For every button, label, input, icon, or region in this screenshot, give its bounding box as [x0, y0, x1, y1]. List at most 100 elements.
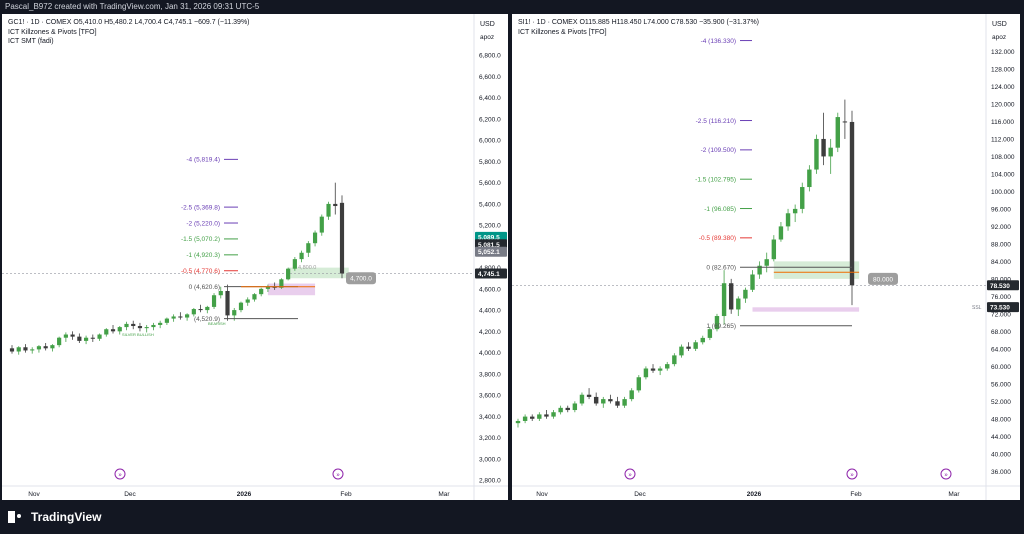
candle-body: [686, 346, 691, 349]
fib-level-label: -0.5 (4,770.6): [181, 268, 220, 275]
candle-body: [650, 368, 656, 371]
candle-body: [593, 396, 599, 404]
fib-level-label: -1.5 (102.795): [695, 176, 736, 183]
candle-body: [608, 399, 613, 402]
candle-body: [225, 290, 230, 316]
candle-body: [544, 414, 549, 417]
candle-body: [339, 202, 345, 274]
event-marker-glyph: »: [944, 473, 948, 479]
scale-mode-label: apoz: [992, 34, 1006, 41]
y-tick-label: 5,200.0: [479, 223, 501, 230]
candle-body: [306, 243, 311, 253]
level-tag: [868, 272, 898, 285]
event-marker-glyph: »: [628, 473, 632, 479]
candle-body: [601, 399, 606, 404]
candle-body: [144, 327, 149, 329]
y-tick-label: 52.000: [991, 399, 1011, 406]
candle-body: [757, 265, 762, 275]
y-tick-label: 68.000: [991, 329, 1011, 336]
y-tick-label: 3,000.0: [479, 456, 501, 463]
candle-body: [665, 364, 670, 369]
y-tick-label: 104.000: [991, 171, 1015, 178]
fib-level-label: -2 (5,220.0): [186, 220, 220, 227]
event-marker-icon: [846, 468, 858, 480]
y-tick-label: 92.000: [991, 224, 1011, 231]
candle-body: [785, 213, 791, 227]
candle-body: [36, 346, 42, 350]
y-tick-label: 5,600.0: [479, 180, 501, 187]
indicator-label: ICT Killzones & Pivots [TFO]: [8, 29, 97, 36]
candle-body: [124, 323, 129, 328]
tradingview-logo-icon: [8, 511, 26, 523]
y-tick-label: 80.000: [991, 276, 1011, 283]
x-tick-label: Feb: [850, 491, 862, 498]
y-tick-label: 44.000: [991, 434, 1011, 441]
event-marker-glyph: »: [850, 473, 854, 479]
candle-body: [579, 394, 585, 404]
candle-body: [707, 329, 713, 338]
y-tick-label: 3,200.0: [479, 435, 501, 442]
chart-annotation: SILVER BULLISH: [122, 332, 154, 337]
candle-body: [721, 283, 727, 317]
x-tick-label: Feb: [340, 491, 352, 498]
candle-body: [828, 147, 833, 157]
gold-chart-svg[interactable]: GC1! · 1D · COMEX O5,410.0 H5,480.2 L4,7…: [2, 14, 508, 500]
currency-label: USD: [480, 21, 495, 28]
y-tick-label: 6,800.0: [479, 53, 501, 60]
candle-body: [672, 355, 677, 365]
candle-body: [292, 259, 297, 269]
candle-body: [272, 286, 277, 288]
chart-annotation: BEARISH: [208, 321, 226, 326]
candle-body: [9, 348, 15, 352]
level-tag: [346, 272, 376, 285]
y-tick-label: 3,600.0: [479, 393, 501, 400]
y-tick-label: 40.000: [991, 451, 1011, 458]
candle-body: [700, 337, 705, 343]
candle-body: [615, 401, 620, 406]
candle-body: [16, 347, 21, 352]
y-tick-label: 88.000: [991, 241, 1011, 248]
y-tick-label: 4,400.0: [479, 308, 501, 315]
y-tick-label: 4,200.0: [479, 329, 501, 336]
y-tick-label: 132.000: [991, 49, 1015, 56]
level-tag-label: 4,700.0: [350, 276, 372, 283]
scale-mode-label: apoz: [480, 34, 494, 41]
y-tick-label: 6,400.0: [479, 95, 501, 102]
y-tick-label: 120.000: [991, 101, 1015, 108]
x-tick-label: 2026: [747, 491, 762, 498]
candle-body: [171, 316, 176, 319]
y-tick-label: 36.000: [991, 469, 1011, 476]
candle-body: [198, 309, 203, 311]
candle-body: [728, 283, 734, 310]
candle-body: [178, 316, 183, 318]
candle-body: [629, 390, 634, 400]
watermark-header: Pascal_B972 created with TradingView.com…: [0, 0, 1024, 14]
fvg-zone: [288, 267, 349, 279]
candle-body: [558, 407, 563, 413]
candle-body: [551, 412, 556, 417]
chart-panel-silver[interactable]: SI1! · 1D · COMEX O115.885 H118.450 L74.…: [512, 14, 1020, 500]
y-tick-label: 4,600.0: [479, 286, 501, 293]
y-tick-label: 6,200.0: [479, 116, 501, 123]
candle-body: [565, 407, 570, 411]
candle-body: [259, 288, 264, 295]
price-tag-label: 5,052.1: [478, 249, 500, 256]
fib-level-label: (4,520.9): [194, 316, 220, 323]
y-tick-label: 124.000: [991, 84, 1015, 91]
y-tick-label: 96.000: [991, 206, 1011, 213]
silver-chart-svg[interactable]: SI1! · 1D · COMEX O115.885 H118.450 L74.…: [512, 14, 1020, 500]
symbol-ohlc-line: GC1! · 1D · COMEX O5,410.0 H5,480.2 L4,7…: [8, 19, 250, 26]
fib-level-label: -1 (96.085): [704, 206, 736, 213]
chart-panel-gold[interactable]: GC1! · 1D · COMEX O5,410.0 H5,480.2 L4,7…: [2, 14, 508, 500]
candle-body: [821, 138, 826, 157]
tradingview-logo[interactable]: TradingView: [8, 510, 101, 524]
candle-body: [814, 138, 819, 170]
candle-body: [164, 318, 169, 323]
candle-body: [158, 322, 163, 325]
price-tag-label: 73.530: [990, 305, 1010, 312]
y-tick-label: 48.000: [991, 416, 1011, 423]
price-tag-label: 5,089.5: [478, 234, 500, 241]
candle-body: [77, 336, 82, 341]
candle-body: [636, 377, 642, 391]
y-tick-label: 2,800.0: [479, 478, 501, 485]
